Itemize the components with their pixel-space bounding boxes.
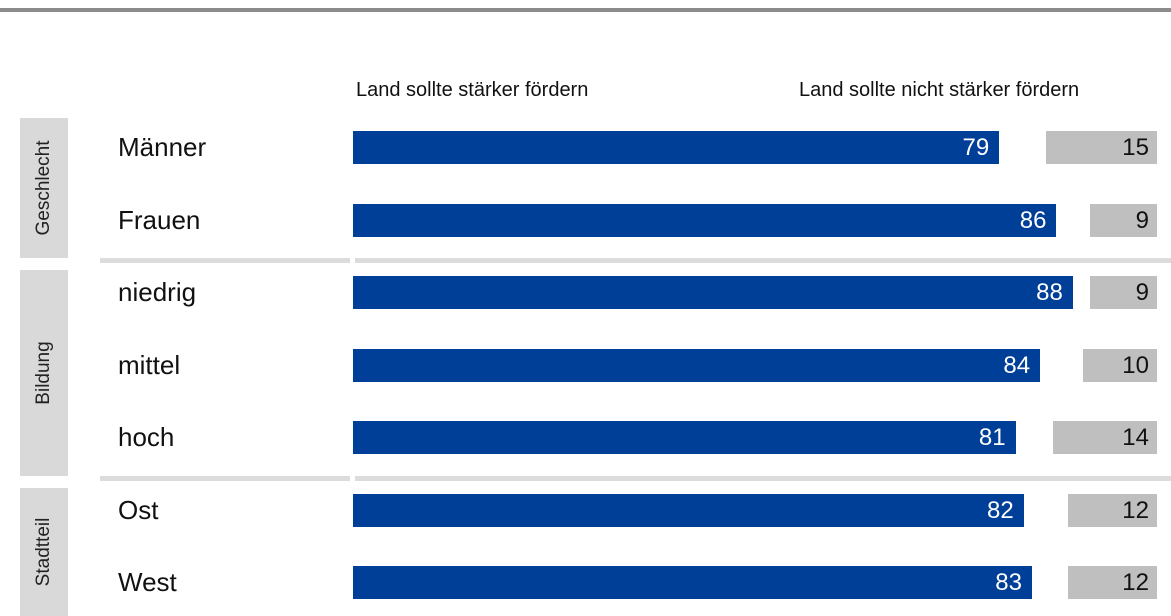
bar-no: 12 [1068, 566, 1157, 599]
value-label-yes: 81 [978, 424, 1006, 451]
group-band: Stadtteil [20, 487, 68, 616]
bar-yes: 84 [353, 348, 1041, 382]
column-header-yes: Land sollte stärker fördern [356, 79, 589, 101]
group-separator [355, 258, 1171, 263]
bar-yes: 81 [353, 421, 1016, 454]
group-separator [355, 475, 1171, 481]
row-label: Frauen [118, 204, 201, 235]
column-header-no: Land sollte nicht stärker fördern [799, 79, 1080, 101]
bar-no: 15 [1046, 131, 1157, 164]
bar-no: 12 [1068, 493, 1157, 527]
value-label-yes: 83 [995, 569, 1022, 596]
value-label-yes: 86 [1019, 206, 1047, 234]
value-label-yes: 79 [962, 134, 990, 161]
row-label: Ost [118, 494, 159, 525]
bar-yes: 86 [353, 203, 1057, 237]
bar-yes: 79 [353, 131, 1000, 164]
value-label-yes: 88 [1036, 279, 1063, 306]
top-rule [0, 8, 1171, 12]
row-label: West [118, 567, 177, 597]
bar-yes: 82 [353, 493, 1024, 527]
bar-no: 9 [1090, 276, 1157, 309]
row-label: hoch [118, 422, 175, 452]
value-label-yes: 82 [987, 496, 1014, 524]
group-band: Geschlecht [20, 118, 68, 258]
value-label-no: 12 [1122, 496, 1149, 524]
row-label: niedrig [118, 277, 197, 307]
bar-no: 10 [1083, 348, 1157, 382]
group-label: Stadtteil [33, 517, 54, 587]
group-label: Geschlecht [33, 140, 54, 236]
value-label-no: 9 [1135, 279, 1149, 306]
value-label-no: 12 [1122, 569, 1149, 596]
row-label: mittel [118, 349, 181, 380]
bar-yes: 88 [353, 276, 1073, 309]
group-separator [100, 475, 350, 481]
value-label-no: 10 [1122, 351, 1149, 379]
value-label-yes: 84 [1003, 351, 1031, 379]
value-label-no: 15 [1122, 134, 1149, 161]
bar-no: 9 [1090, 203, 1157, 237]
group-separator [100, 258, 350, 263]
bar-yes: 83 [353, 566, 1032, 599]
group-band: Bildung [20, 270, 68, 476]
value-label-no: 9 [1135, 206, 1149, 234]
bar-no: 14 [1053, 421, 1157, 454]
value-label-no: 14 [1122, 424, 1149, 451]
group-label: Bildung [33, 341, 54, 405]
row-label: Männer [118, 132, 207, 162]
